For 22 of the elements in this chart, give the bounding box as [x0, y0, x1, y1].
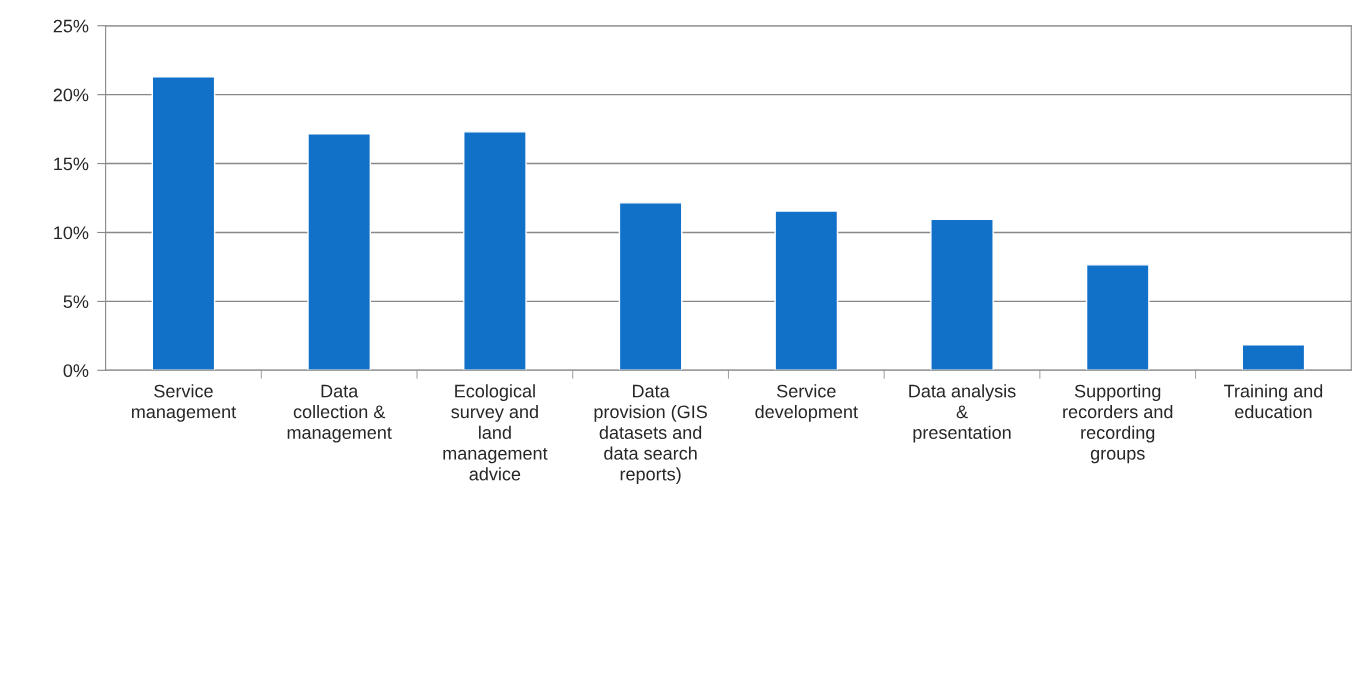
y-tick-label: 5%: [63, 295, 89, 309]
bar: [1241, 344, 1306, 371]
y-tick-label: 20%: [53, 88, 89, 102]
bar: [774, 210, 839, 371]
bar: [930, 218, 994, 371]
bar: [463, 131, 527, 371]
bar: [1085, 264, 1150, 371]
x-tick-label: Service management: [131, 384, 237, 422]
bar: [151, 76, 216, 371]
y-tick-label: 0%: [63, 364, 89, 378]
bar: [618, 202, 683, 371]
x-tick-label: Data analysis & presentation: [909, 384, 1016, 443]
x-tick-label: Supporting recorders and recording groups: [1063, 384, 1173, 464]
x-tick-label: Data provision (GIS datasets and data search reports): [594, 384, 707, 485]
bar: [307, 133, 372, 371]
x-tick-label: Ecological survey and land management advice: [443, 384, 548, 481]
y-tick-label: 15%: [54, 157, 89, 171]
x-tick-label: Training and education: [1224, 384, 1323, 419]
y-tick-label: 25%: [53, 19, 89, 33]
y-tick-label: 10%: [54, 226, 89, 240]
x-tick-label: Service development: [755, 384, 858, 422]
x-tick-label: Data collection & management: [287, 384, 392, 443]
